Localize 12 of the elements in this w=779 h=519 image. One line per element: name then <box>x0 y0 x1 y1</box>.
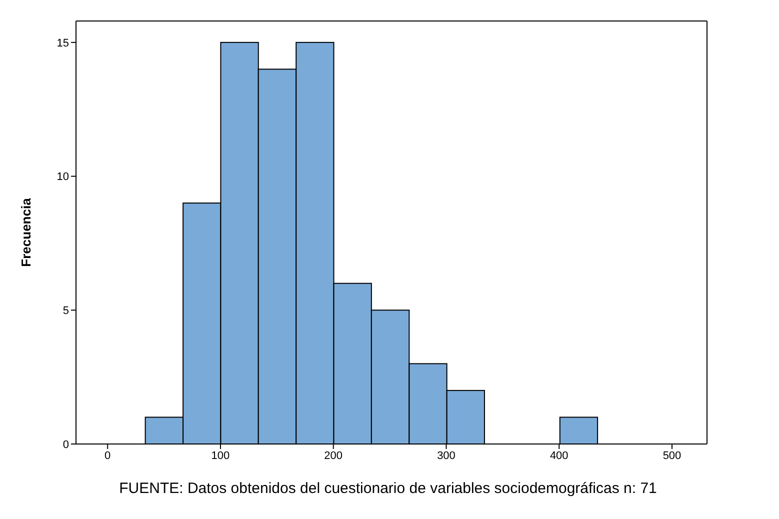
x-tick-label: 200 <box>324 450 343 462</box>
x-tick-label: 0 <box>104 450 111 462</box>
source-note: FUENTE: Datos obtenidos del cuestionario de variables sociodemográficas n: 71 <box>118 480 658 497</box>
y-tick-label: 15 <box>56 37 69 50</box>
y-tick-label: 5 <box>62 305 69 318</box>
y-axis-title: Frecuencia <box>18 197 34 267</box>
x-tick-label: 400 <box>550 450 568 462</box>
x-tick-label: 500 <box>662 450 682 462</box>
x-tick-label: 300 <box>437 450 456 462</box>
y-tick-label: 10 <box>56 171 69 184</box>
x-tick-label: 100 <box>211 450 230 462</box>
y-tick-label: 0 <box>62 438 69 451</box>
